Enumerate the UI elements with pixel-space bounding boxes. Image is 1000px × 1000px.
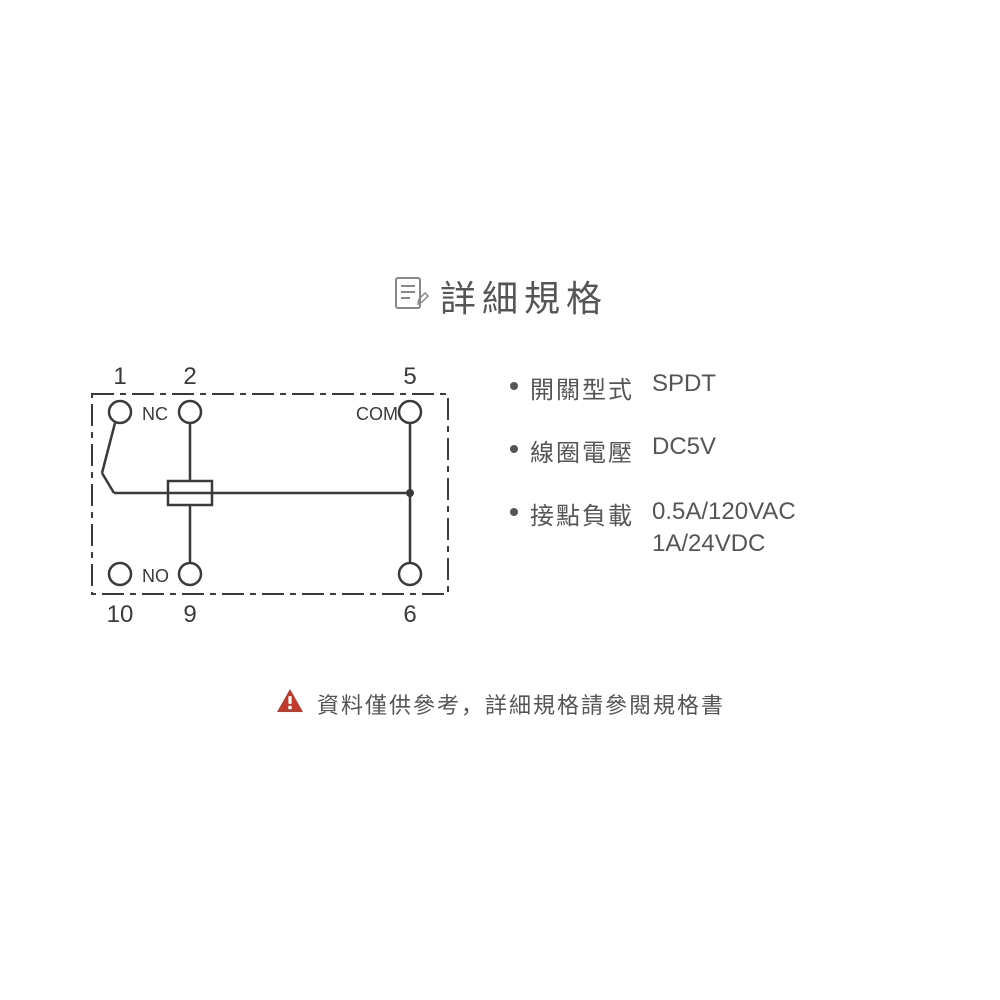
svg-text:10: 10 bbox=[107, 601, 134, 628]
bullet-icon bbox=[510, 445, 518, 453]
spec-list: 開關型式 SPDT 線圈電壓 DC5V 接點負載 0.5A/120VAC 1A/… bbox=[510, 362, 796, 561]
spec-value: SPDT bbox=[652, 370, 716, 398]
svg-text:1: 1 bbox=[113, 363, 126, 390]
svg-text:9: 9 bbox=[183, 601, 196, 628]
spec-label: 接點負載 bbox=[530, 496, 634, 531]
bullet-icon bbox=[510, 382, 518, 390]
svg-text:NC: NC bbox=[142, 404, 168, 424]
spec-item-contact-load: 接點負載 0.5A/120VAC 1A/24VDC bbox=[510, 496, 796, 561]
spec-value-line: 0.5A/120VAC bbox=[652, 496, 796, 528]
relay-schematic: 1 2 5 10 9 6 NC COM NO bbox=[80, 362, 470, 647]
spec-value: 0.5A/120VAC 1A/24VDC bbox=[652, 496, 796, 561]
warning-row: 資料僅供參考，詳細規格請參閱規格書 bbox=[80, 687, 920, 720]
spec-item-coil-voltage: 線圈電壓 DC5V bbox=[510, 433, 796, 468]
spec-label: 線圈電壓 bbox=[530, 433, 634, 468]
document-icon bbox=[392, 274, 432, 319]
bullet-icon bbox=[510, 508, 518, 516]
spec-label: 開關型式 bbox=[530, 370, 634, 405]
header-title: 詳細規格 bbox=[440, 270, 608, 322]
warning-icon bbox=[275, 687, 305, 720]
header: 詳細規格 bbox=[80, 270, 920, 322]
spec-item-switch-type: 開關型式 SPDT bbox=[510, 370, 796, 405]
svg-text:6: 6 bbox=[403, 601, 416, 628]
warning-text: 資料僅供參考，詳細規格請參閱規格書 bbox=[317, 688, 725, 720]
spec-value-line: 1A/24VDC bbox=[652, 528, 796, 560]
svg-text:5: 5 bbox=[403, 363, 416, 390]
svg-text:NO: NO bbox=[142, 566, 169, 586]
svg-text:COM: COM bbox=[356, 404, 398, 424]
spec-value: DC5V bbox=[652, 433, 716, 461]
svg-text:2: 2 bbox=[183, 363, 196, 390]
